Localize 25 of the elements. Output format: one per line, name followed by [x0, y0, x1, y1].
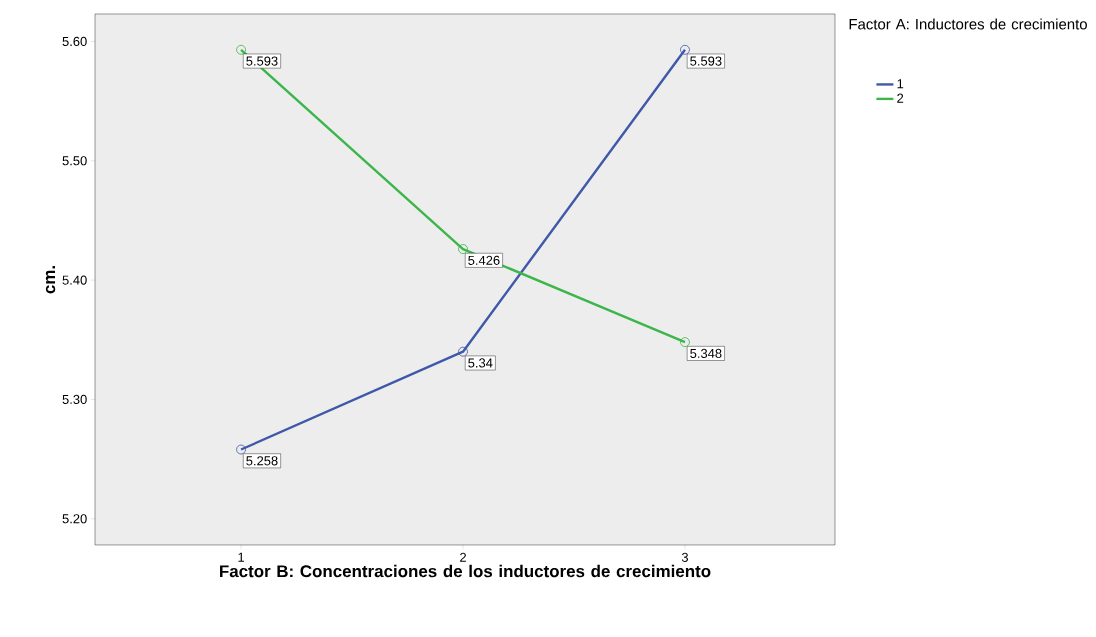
point [680, 337, 690, 348]
x-tick-label: 2 [460, 552, 466, 562]
data-label: 5.593 [246, 56, 278, 66]
data-label: 5.593 [690, 56, 722, 66]
data-label: 5.258 [246, 456, 278, 466]
point [236, 444, 246, 455]
legend-title: Factor A: Inductores de crecimiento [849, 18, 1087, 30]
x-tick-label: 1 [238, 552, 245, 562]
point [458, 244, 468, 254]
data-label: 5.348 [690, 348, 722, 358]
data-label: 5.34 [468, 358, 493, 368]
data-label: 5.426 [468, 255, 500, 265]
y-axis-title: cm. [45, 266, 56, 294]
legend-label: 2 [897, 93, 904, 103]
legend-label: 1 [897, 79, 904, 89]
point [458, 346, 468, 357]
y-tick-label: 5.20 [62, 514, 87, 524]
x-axis-title: Factor B: Concentraciones de los inductores de crecimiento [220, 564, 711, 578]
point [680, 44, 690, 55]
y-tick-label: 5.50 [62, 156, 87, 166]
y-tick-label: 5.40 [62, 275, 87, 285]
point [236, 44, 246, 55]
y-tick-label: 5.60 [62, 36, 87, 47]
x-tick-label: 3 [681, 552, 689, 562]
y-tick-label: 5.30 [62, 394, 87, 404]
